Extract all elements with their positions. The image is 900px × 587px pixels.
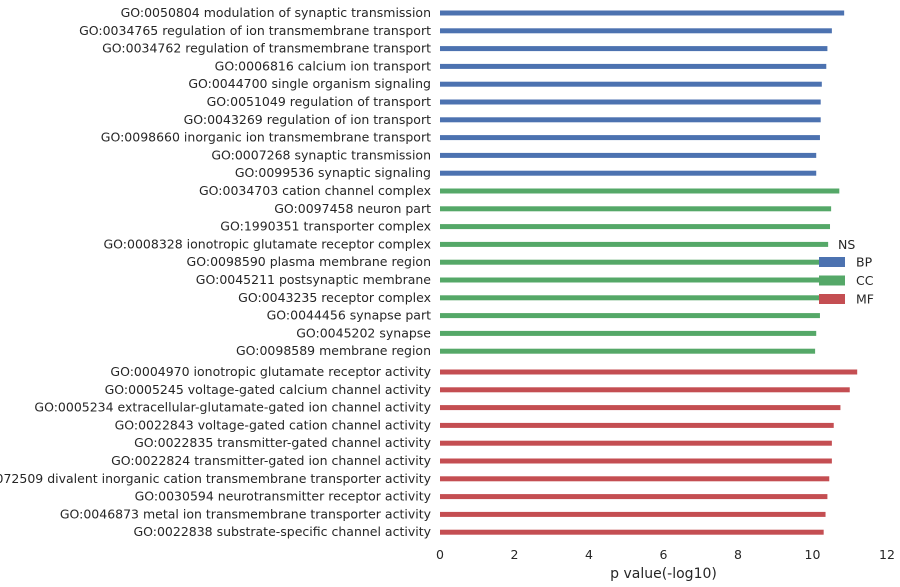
bar-go-1990351 bbox=[440, 224, 831, 230]
category-label: GO:0034765 regulation of ion transmembra… bbox=[79, 23, 431, 38]
category-label: GO:0044700 single organism signaling bbox=[188, 76, 431, 91]
bar-go-0072509 bbox=[440, 476, 830, 482]
bar-go-0030594 bbox=[440, 494, 828, 500]
x-tick-label: 10 bbox=[805, 547, 821, 562]
bar-go-0050804 bbox=[440, 10, 845, 16]
legend-label-cc: CC bbox=[856, 273, 874, 288]
bar-go-0022843 bbox=[440, 422, 834, 428]
category-label: GO:0022835 transmitter-gated channel act… bbox=[134, 435, 431, 450]
category-label: GO:0050804 modulation of synaptic transm… bbox=[121, 5, 431, 20]
category-label: GO:0044456 synapse part bbox=[267, 308, 431, 323]
category-label: GO:0099536 synaptic signaling bbox=[235, 165, 431, 180]
bar-go-0045202 bbox=[440, 330, 817, 336]
bar-go-0034703 bbox=[440, 188, 840, 194]
category-label: GO:0008328 ionotropic glutamate receptor… bbox=[104, 236, 432, 251]
legend: NS BP CC MF bbox=[819, 237, 874, 307]
legend-title: NS bbox=[838, 237, 855, 252]
x-tick-label: 12 bbox=[879, 547, 895, 562]
legend-swatch-mf bbox=[819, 294, 845, 304]
bar-go-0005234 bbox=[440, 405, 841, 411]
x-axis-ticks-group: 0 2 4 6 8 10 12 bbox=[436, 547, 895, 562]
x-tick-label: 8 bbox=[734, 547, 742, 562]
bar-go-0043235 bbox=[440, 295, 822, 301]
bar-go-0097458 bbox=[440, 206, 832, 212]
category-label: GO:0043235 receptor complex bbox=[238, 290, 431, 305]
legend-swatch-cc bbox=[819, 275, 845, 286]
bar-go-0044456 bbox=[440, 313, 820, 319]
category-label: GO:0045211 postsynaptic membrane bbox=[196, 272, 432, 287]
category-label: GO:0043269 regulation of ion transport bbox=[184, 112, 432, 127]
bar-go-0004970 bbox=[440, 369, 858, 375]
category-label: GO:0005245 voltage-gated calcium channel… bbox=[105, 382, 432, 397]
category-label: GO:0046873 metal ion transmembrane trans… bbox=[60, 506, 432, 521]
x-tick-label: 6 bbox=[660, 547, 668, 562]
category-label: GO:0022843 voltage-gated cation channel … bbox=[115, 417, 432, 432]
legend-label-mf: MF bbox=[856, 292, 874, 307]
legend-swatch-bp bbox=[819, 257, 845, 267]
bar-go-0007268 bbox=[440, 152, 817, 158]
category-label: GO:0022838 substrate-specific channel ac… bbox=[133, 524, 431, 539]
category-label: GO:0006816 calcium ion transport bbox=[215, 58, 431, 73]
category-label: GO:0098589 membrane region bbox=[236, 343, 431, 358]
category-label: GO:0034703 cation channel complex bbox=[199, 183, 431, 198]
x-tick-label: 4 bbox=[585, 547, 593, 562]
category-label: GO:0022824 transmitter-gated ion channel… bbox=[111, 453, 432, 468]
bar-go-0051049 bbox=[440, 99, 821, 105]
category-label: GO:0045202 synapse bbox=[296, 325, 431, 340]
category-label: GO:0072509 divalent inorganic cation tra… bbox=[0, 471, 432, 486]
x-axis-title: p value(-log10) bbox=[610, 566, 717, 582]
bar-go-0005245 bbox=[440, 387, 850, 393]
bar-go-0043269 bbox=[440, 117, 821, 123]
bar-go-0034762 bbox=[440, 46, 828, 52]
bar-go-0022824 bbox=[440, 458, 832, 464]
bar-go-0098589 bbox=[440, 348, 816, 354]
bar-go-0098590 bbox=[440, 259, 824, 265]
bar-go-0045211 bbox=[440, 277, 823, 283]
x-tick-label: 0 bbox=[436, 547, 444, 562]
bar-go-0099536 bbox=[440, 170, 817, 176]
bar-go-0034765 bbox=[440, 28, 832, 34]
category-label: GO:0034762 regulation of transmembrane t… bbox=[102, 41, 431, 56]
bars-group bbox=[440, 10, 858, 535]
bar-go-0006816 bbox=[440, 63, 827, 69]
category-label: GO:0098590 plasma membrane region bbox=[187, 254, 431, 269]
legend-label-bp: BP bbox=[856, 255, 873, 270]
category-label: GO:0004970 ionotropic glutamate receptor… bbox=[110, 364, 431, 379]
bar-go-0008328 bbox=[440, 241, 829, 247]
bar-go-0044700 bbox=[440, 81, 822, 87]
bar-go-0046873 bbox=[440, 511, 826, 517]
category-label: GO:0098660 inorganic ion transmembrane t… bbox=[101, 130, 431, 145]
category-label: GO:0097458 neuron part bbox=[274, 201, 431, 216]
category-label: GO:0005234 extracellular-glutamate-gated… bbox=[34, 400, 431, 415]
category-label: GO:0051049 regulation of transport bbox=[207, 94, 432, 109]
category-labels-group: GO:0050804 modulation of synaptic transm… bbox=[0, 5, 432, 539]
category-label: GO:0007268 synaptic transmission bbox=[211, 147, 431, 162]
x-tick-label: 2 bbox=[511, 547, 519, 562]
category-label: GO:0030594 neurotransmitter receptor act… bbox=[135, 489, 432, 504]
bar-go-0098660 bbox=[440, 135, 820, 141]
bar-go-0022835 bbox=[440, 440, 832, 446]
category-label: GO:1990351 transporter complex bbox=[220, 219, 431, 234]
bar-go-0022838 bbox=[440, 529, 824, 535]
